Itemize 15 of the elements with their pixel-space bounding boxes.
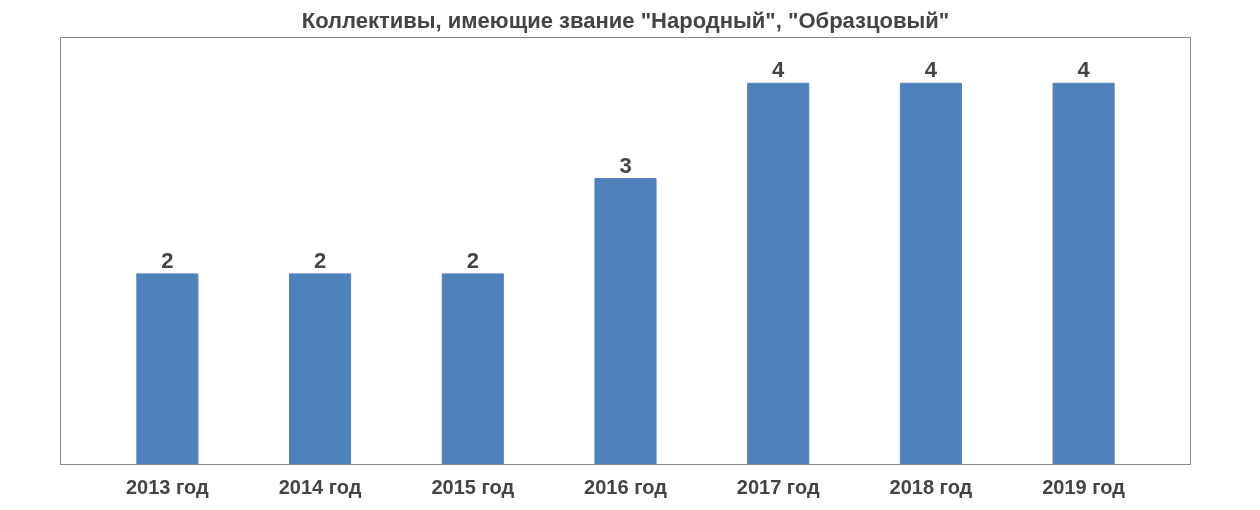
- chart-title: Коллективы, имеющие звание "Народный", "Образцовый": [301, 7, 950, 33]
- data-label: 4: [772, 57, 786, 83]
- x-tick-label: 2013 год: [126, 475, 210, 498]
- data-label: 2: [313, 247, 327, 273]
- data-label: 4: [924, 57, 938, 83]
- data-label: 4: [1077, 57, 1091, 83]
- x-tick-label: 2019 год: [1042, 475, 1126, 498]
- x-tick-label: 2018 год: [889, 475, 973, 498]
- data-label: 3: [619, 152, 632, 178]
- x-tick-label: 2016 год: [584, 475, 668, 498]
- data-label: 2: [466, 247, 479, 273]
- x-tick-label: 2014 год: [278, 475, 362, 498]
- x-tick-label: 2017 год: [736, 475, 820, 498]
- x-tick-label: 2015 год: [431, 475, 515, 498]
- data-label: 2: [161, 247, 174, 273]
